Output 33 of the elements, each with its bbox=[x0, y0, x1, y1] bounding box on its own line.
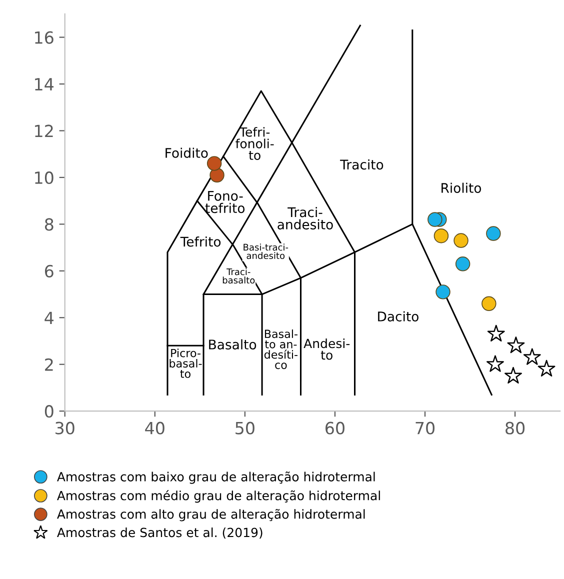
x-tick-label: 60 bbox=[326, 422, 344, 434]
annotation: Traci- basalto bbox=[222, 268, 255, 284]
x-tick-label: 40 bbox=[145, 422, 164, 434]
x-tick-label: 70 bbox=[416, 422, 434, 434]
annotation: Riolito bbox=[442, 182, 482, 193]
annotation: Traci- andesito bbox=[278, 206, 333, 230]
annotation: Basal- to an- desíti- co bbox=[264, 329, 298, 370]
y-tick-label: 16 bbox=[35, 31, 54, 44]
annotation: Tefrito bbox=[180, 236, 221, 247]
annotation: Basi-traci- andesito bbox=[244, 244, 288, 260]
y-tick-label: 14 bbox=[35, 78, 54, 90]
annotation: Foidito bbox=[166, 148, 208, 158]
annotation: Picro- basal- to bbox=[170, 348, 202, 378]
x-tick-label: 30 bbox=[56, 422, 74, 434]
y-tick-label: 4 bbox=[44, 312, 54, 324]
x-tick-label: 80 bbox=[506, 422, 525, 434]
y-tick-label: 8 bbox=[44, 218, 54, 231]
y-tick-label: 10 bbox=[35, 171, 54, 184]
y-tick-label: 6 bbox=[45, 264, 54, 278]
y-tick-label: 12 bbox=[35, 124, 53, 138]
annotation: Tracito bbox=[340, 159, 384, 170]
y-tick-label: 0 bbox=[44, 405, 54, 418]
legend-label: Amostras com baixo grau de alteração hidrotermal bbox=[57, 472, 375, 484]
legend-label: Amostras de Santos et al. (2019) bbox=[57, 528, 262, 539]
annotation: Andesi- to bbox=[304, 338, 350, 360]
x-tick-label: 50 bbox=[236, 422, 254, 434]
legend-label: Amostras com médio grau de alteração hidrotermal bbox=[57, 490, 380, 503]
legend-label: Amostras com alto grau de alteração hidrotermal bbox=[57, 508, 365, 522]
annotation: Tefri- fonoli- to bbox=[236, 127, 274, 160]
annotation: Fono- tefrito bbox=[205, 191, 245, 214]
annotation: Basalto bbox=[209, 339, 256, 350]
annotation: Dacito bbox=[378, 311, 418, 322]
y-tick-label: 2 bbox=[45, 358, 53, 371]
